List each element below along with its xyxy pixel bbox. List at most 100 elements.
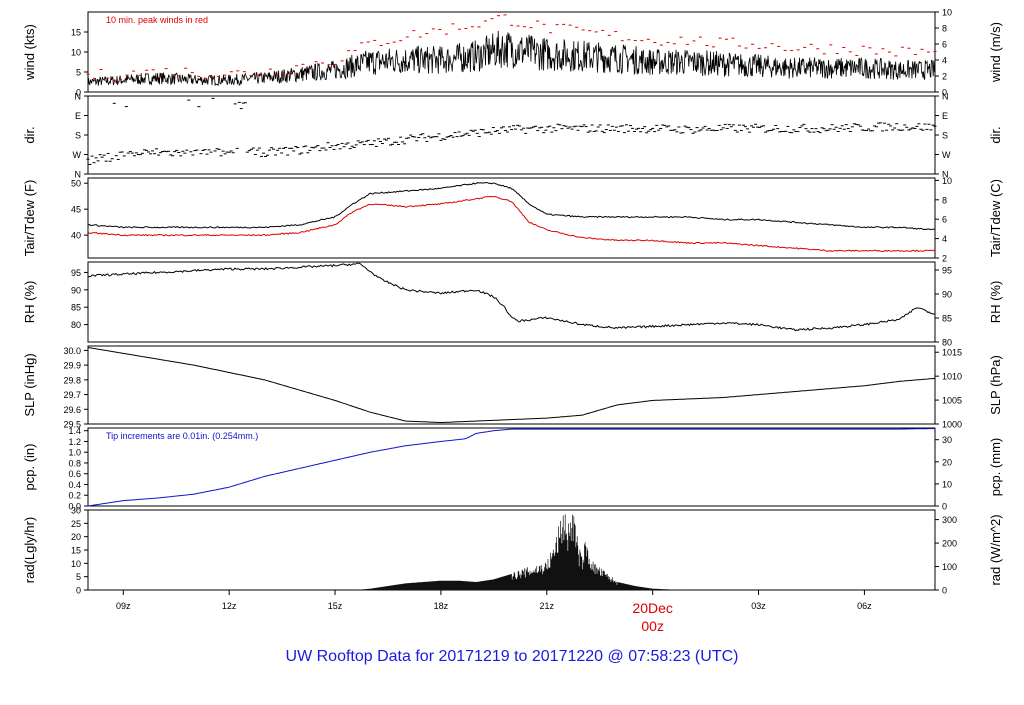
left-tick-label-slp: 30.0	[63, 346, 81, 356]
x-tick-label: 03z	[751, 601, 766, 611]
left-tick-label-dir: N	[75, 170, 82, 180]
right-tick-label-temp: 2	[942, 254, 947, 264]
right-tick-label-dir: N	[942, 170, 949, 180]
left-tick-label-slp: 29.8	[63, 375, 81, 385]
x-tick-label: 09z	[116, 601, 131, 611]
right-tick-label-dir: W	[942, 150, 951, 160]
right-tick-label-pcp: 30	[942, 435, 952, 445]
right-tick-label-pcp: 0	[942, 502, 947, 512]
right-tick-label-slp: 1005	[942, 396, 962, 406]
x-tick-label: 18z	[434, 601, 449, 611]
x-tick-label: 15z	[328, 601, 343, 611]
wind-series-line	[87, 30, 936, 87]
left-tick-label-wind: 5	[76, 68, 81, 78]
right-tick-label-rh: 85	[942, 314, 952, 324]
left-tick-label-dir: N	[75, 92, 82, 102]
left-tick-label-rh: 95	[71, 268, 81, 278]
ylabel-left-slp: SLP (inHg)	[22, 353, 37, 416]
left-tick-label-rad: 0	[76, 586, 81, 596]
left-tick-label-rh: 80	[71, 320, 81, 330]
right-tick-label-wind: 8	[942, 24, 947, 34]
left-tick-label-dir: W	[73, 150, 82, 160]
figure-title-text: UW Rooftop Data for 20171219 to 20171220…	[285, 648, 739, 665]
ylabel-left-dir: dir.	[22, 126, 37, 143]
right-tick-label-slp: 1010	[942, 372, 962, 382]
left-tick-label-temp: 50	[71, 179, 81, 189]
left-tick-label-rh: 85	[71, 303, 81, 313]
right-tick-label-temp: 4	[942, 234, 947, 244]
radiation-bars	[356, 514, 687, 590]
ylabel-right-pcp: pcp. (mm)	[988, 438, 1003, 497]
left-tick-label-rh: 90	[71, 285, 81, 295]
right-tick-label-temp: 8	[942, 195, 947, 205]
right-tick-label-wind: 2	[942, 72, 947, 82]
left-tick-label-slp: 29.6	[63, 405, 81, 415]
x-date-label: 20Dec	[632, 600, 672, 616]
ylabel-right-wind: wind (m/s)	[988, 22, 1003, 83]
annotation-wind: 10 min. peak winds in red	[106, 15, 208, 25]
panel-frame-dir	[87, 95, 936, 175]
right-tick-label-dir: E	[942, 111, 948, 121]
left-tick-label-pcp: 0.4	[68, 480, 81, 490]
right-tick-label-wind: 0	[942, 88, 947, 98]
ylabel-left-rad: rad(Lgly/hr)	[22, 517, 37, 583]
figure-title: UW Rooftop Data for 20171219 to 20171220…	[0, 648, 1024, 666]
rh-series-line-0	[87, 262, 936, 332]
left-tick-label-wind: 15	[71, 28, 81, 38]
left-tick-label-temp: 45	[71, 205, 81, 215]
left-tick-label-slp: 29.5	[63, 420, 81, 430]
left-tick-label-pcp: 0.0	[68, 502, 81, 512]
right-tick-label-pcp: 10	[942, 479, 952, 489]
ylabel-right-rad: rad (W/m^2)	[988, 514, 1003, 585]
ylabel-left-wind: wind (kts)	[22, 24, 37, 81]
panel-frame-pcp	[87, 427, 936, 507]
right-tick-label-rad: 0	[942, 586, 947, 596]
left-tick-label-pcp: 0.8	[68, 458, 81, 468]
right-tick-label-temp: 10	[942, 176, 952, 186]
right-tick-label-wind: 6	[942, 40, 947, 50]
temp-series-line-1	[87, 195, 936, 253]
ylabel-right-rh: RH (%)	[988, 281, 1003, 324]
temp-series-line-0	[87, 182, 936, 231]
right-tick-label-pcp: 20	[942, 457, 952, 467]
right-tick-label-rad: 100	[942, 562, 957, 572]
right-tick-label-wind: 4	[942, 56, 947, 66]
left-tick-label-rad: 15	[71, 546, 81, 556]
right-tick-label-rh: 95	[942, 266, 952, 276]
panel-frame-temp	[87, 177, 936, 259]
left-tick-label-slp: 29.9	[63, 361, 81, 371]
right-tick-label-rad: 200	[942, 539, 957, 549]
panel-frame-rh	[87, 261, 936, 343]
right-tick-label-dir: S	[942, 131, 948, 141]
right-tick-label-slp: 1015	[942, 348, 962, 358]
right-tick-label-slp: 1000	[942, 420, 962, 430]
ylabel-left-pcp: pcp. (in)	[22, 444, 37, 491]
left-tick-label-wind: 0	[76, 88, 81, 98]
left-tick-label-rad: 20	[71, 532, 81, 542]
left-tick-label-pcp: 0.2	[68, 491, 81, 501]
ylabel-right-dir: dir.	[988, 126, 1003, 143]
left-tick-label-slp: 29.7	[63, 390, 81, 400]
left-tick-label-rad: 5	[76, 572, 81, 582]
slp-series-line-0	[87, 347, 936, 423]
right-tick-label-rh: 90	[942, 290, 952, 300]
right-tick-label-rh: 80	[942, 338, 952, 348]
left-tick-label-temp: 40	[71, 231, 81, 241]
annotation-pcp: Tip increments are 0.01in. (0.254mm.)	[106, 431, 258, 441]
right-tick-label-rad: 300	[942, 515, 957, 525]
left-tick-label-pcp: 1.4	[68, 426, 81, 436]
left-tick-label-pcp: 1.0	[68, 448, 81, 458]
left-tick-label-dir: S	[75, 131, 81, 141]
left-tick-label-pcp: 0.6	[68, 469, 81, 479]
pcp-series-line-0	[87, 428, 936, 507]
ylabel-left-rh: RH (%)	[22, 281, 37, 324]
x-tick-label: 00z	[641, 618, 664, 634]
x-tick-label: 12z	[222, 601, 237, 611]
x-tick-label: 21z	[540, 601, 555, 611]
left-tick-label-pcp: 1.2	[68, 437, 81, 447]
right-tick-label-dir: N	[942, 92, 949, 102]
right-tick-label-wind: 10	[942, 8, 952, 18]
left-tick-label-wind: 10	[71, 48, 81, 58]
